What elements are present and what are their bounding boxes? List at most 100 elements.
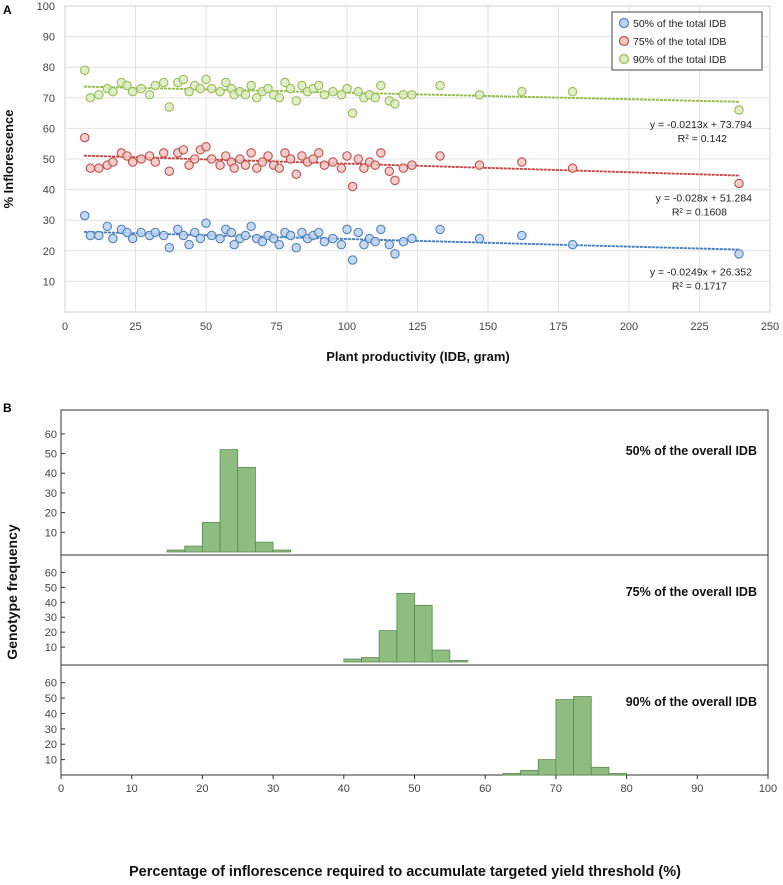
y-tick-label: 10 <box>45 642 57 654</box>
histogram-bar <box>237 466 256 553</box>
y-tick-label: 10 <box>43 276 55 288</box>
data-point <box>314 227 324 238</box>
x-tick-label: 225 <box>690 321 708 333</box>
histogram-bar <box>537 759 557 776</box>
data-point <box>201 74 211 85</box>
data-point <box>353 86 364 97</box>
y-tick-label: 90 <box>43 32 55 44</box>
x-tick-label: 80 <box>620 783 632 795</box>
data-point <box>370 93 380 103</box>
data-point <box>319 160 330 170</box>
y-tick-label: 20 <box>45 627 57 639</box>
data-point <box>108 233 118 244</box>
data-point <box>229 163 239 173</box>
y-tick-label: 40 <box>45 597 57 609</box>
x-tick-label: 20 <box>196 783 208 795</box>
data-point <box>376 80 386 91</box>
subplot-label-0: 50% of the overall IDB <box>626 444 757 458</box>
data-point <box>235 154 245 164</box>
subplot-label-2: 90% of the overall IDB <box>626 695 757 709</box>
histogram-bar <box>255 541 274 553</box>
panel-b-label: B <box>3 401 12 415</box>
y-tick-label: 100 <box>37 1 55 13</box>
data-point <box>127 86 138 97</box>
data-point <box>178 145 189 155</box>
data-point <box>314 80 324 91</box>
data-point <box>122 227 132 238</box>
y-tick-label: 50 <box>43 154 55 166</box>
data-point <box>240 160 251 170</box>
data-point <box>150 157 160 167</box>
data-point <box>319 89 330 100</box>
data-point <box>328 233 338 244</box>
data-point <box>328 86 338 97</box>
x-tick-label: 100 <box>338 321 356 333</box>
y-tick-label: 50 <box>45 582 57 594</box>
data-point <box>336 163 347 173</box>
panel-a-label: A <box>3 3 12 17</box>
x-tick-label: 0 <box>58 783 64 795</box>
data-point <box>144 89 155 100</box>
histogram-bar <box>520 769 539 776</box>
data-point <box>246 221 256 232</box>
data-point <box>229 239 239 250</box>
data-point <box>407 233 417 244</box>
y-tick-label: 60 <box>45 429 57 441</box>
data-point <box>150 80 160 91</box>
data-point <box>85 93 96 103</box>
data-point <box>136 227 146 238</box>
x-tick-label: 30 <box>267 783 279 795</box>
data-point <box>370 160 380 170</box>
histogram-bar <box>361 657 380 663</box>
y-tick-label: 40 <box>45 708 57 720</box>
x-tick-label: 90 <box>691 783 703 795</box>
data-point <box>280 77 290 88</box>
data-point <box>136 154 146 164</box>
data-point <box>195 233 206 244</box>
x-tick-label: 70 <box>550 783 562 795</box>
x-tick-label: 150 <box>479 321 497 333</box>
data-point <box>257 157 268 167</box>
data-point <box>268 233 279 244</box>
data-point <box>184 86 194 97</box>
legend-label-50: 50% of the total IDB <box>633 18 726 30</box>
histogram-y-axis-title: Genotype frequency <box>4 524 20 660</box>
y-tick-label: 20 <box>43 246 55 258</box>
data-point <box>407 89 417 100</box>
data-point <box>150 227 160 238</box>
data-point <box>108 86 118 97</box>
legend: 50% of the total IDB 75% of the total ID… <box>611 11 763 71</box>
data-point <box>201 218 211 229</box>
histogram-bar <box>272 549 292 553</box>
histogram-bar <box>449 660 468 663</box>
data-point <box>407 160 417 170</box>
legend-marker-90 <box>618 53 630 65</box>
data-point <box>297 80 307 91</box>
x-tick-label: 100 <box>759 783 777 795</box>
y-tick-label: 80 <box>43 62 55 74</box>
x-tick-label: 125 <box>408 321 426 333</box>
data-point <box>353 227 364 238</box>
data-point <box>164 242 175 253</box>
data-point <box>291 242 301 253</box>
data-point <box>85 163 96 173</box>
histogram-x-axis-title: Percentage of inflorescence required to … <box>129 864 681 880</box>
data-point <box>517 230 527 241</box>
data-point <box>215 160 225 170</box>
data-point <box>285 154 296 164</box>
data-point <box>398 163 409 173</box>
data-point <box>384 166 395 176</box>
data-point <box>184 160 194 170</box>
histogram-bar <box>573 696 592 776</box>
data-point <box>376 224 386 235</box>
data-point <box>220 77 231 88</box>
y-tick-label: 20 <box>45 508 57 520</box>
trend-equation-2: y = -0.0213x + 73.794 <box>650 119 752 131</box>
data-point <box>297 151 307 161</box>
trend-r2-0: R² = 0.1717 <box>672 281 727 293</box>
y-tick-label: 50 <box>45 693 57 705</box>
data-point <box>240 89 251 100</box>
data-point <box>226 227 237 238</box>
y-tick-label: 30 <box>45 612 57 624</box>
data-point <box>734 105 744 115</box>
